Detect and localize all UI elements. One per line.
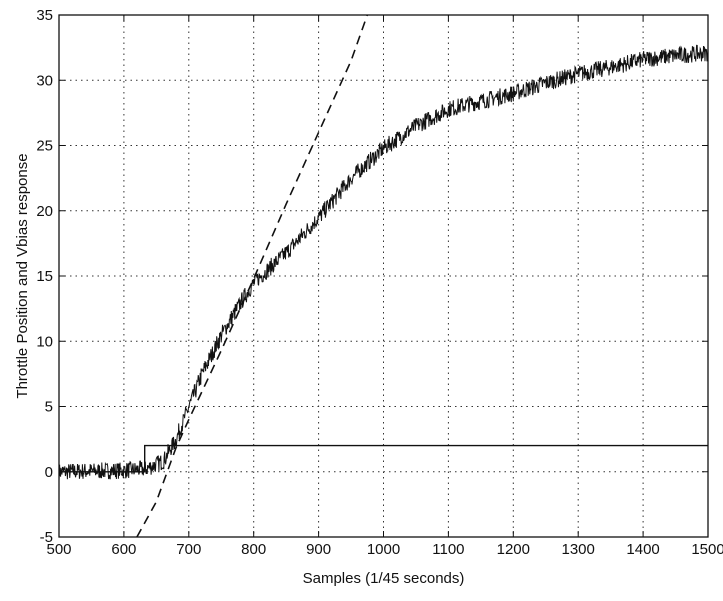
x-tick-label: 1500 [691,541,723,558]
y-tick-label: 5 [45,399,53,416]
grid [59,15,708,537]
plot-series [58,14,709,538]
y-tick-label: -5 [40,529,53,546]
y-tick-label: 30 [36,72,53,89]
y-tick-label: 15 [36,268,53,285]
x-axis-label: Samples (1/45 seconds) [303,570,465,587]
x-tick-label: 600 [111,541,136,558]
y-tick-label: 10 [36,333,53,350]
axis-ticks: 500 600 700 800 900 1000 1100 1200 1300 1400 1500 -… [36,7,723,558]
x-tick-label: 1200 [497,541,530,558]
y-axis-label: Throttle Position and Vbias response [14,153,31,398]
y-tick-label: 35 [36,7,53,24]
x-tick-label: 1100 [432,541,464,558]
x-tick-label: 800 [241,541,266,558]
plot-frame [58,14,709,538]
x-tick-label: 700 [176,541,201,558]
y-tick-label: 20 [36,203,53,220]
y-tick-label: 0 [45,464,53,481]
x-tick-label: 1000 [367,541,400,558]
x-tick-label: 500 [46,541,71,558]
y-tick-label: 25 [36,138,53,155]
x-tick-label: 1300 [562,541,595,558]
series-measured-line [58,44,709,481]
x-tick-label: 900 [306,541,331,558]
x-tick-label: 1400 [626,541,659,558]
series-dashed-line [136,14,369,538]
